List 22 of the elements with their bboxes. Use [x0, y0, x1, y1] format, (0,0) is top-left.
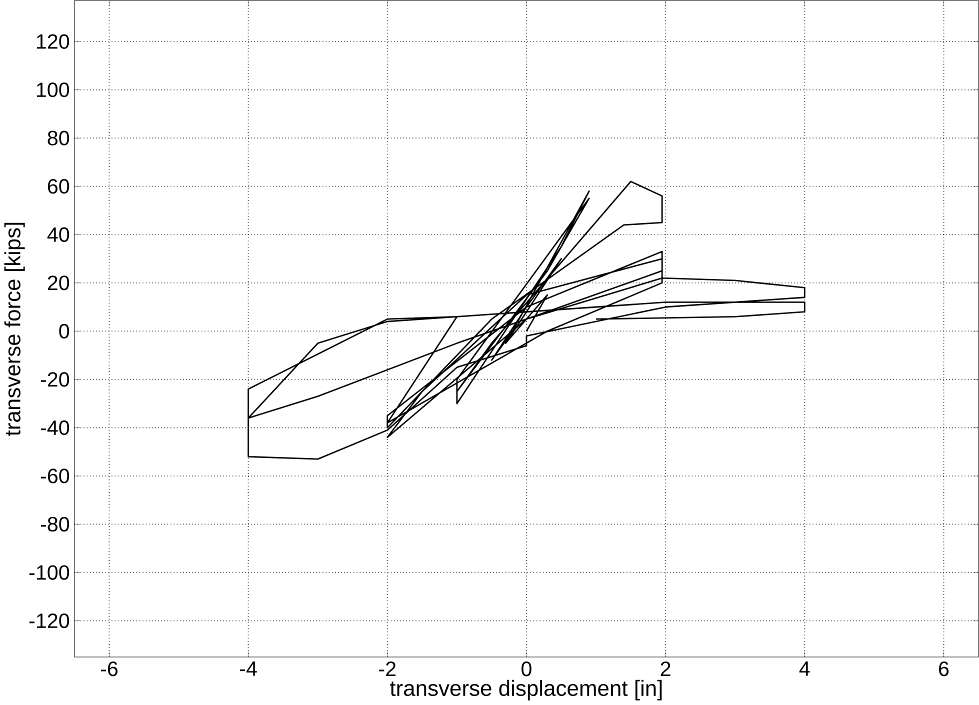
x-tick-label: 0	[522, 662, 532, 676]
y-tick-label: -40	[40, 420, 70, 436]
y-tick-label: -100	[29, 565, 70, 580]
y-tick-label: 60	[48, 179, 70, 194]
y-tick-label: 0	[59, 324, 70, 339]
y-tick-label: 40	[47, 227, 70, 242]
y-tick-label: -20	[40, 372, 70, 387]
y-tick-label: 80	[48, 130, 70, 146]
y-tick-label: 20	[48, 276, 70, 290]
x-tick-label: 6	[939, 662, 949, 676]
y-tick-label: 100	[36, 82, 70, 98]
x-tick-label: 2	[660, 662, 670, 676]
x-axis-title: transverse displacement [in]	[390, 680, 662, 701]
y-tick-label: -60	[40, 468, 70, 484]
y-axis-title: transverse force [kips]	[4, 223, 25, 436]
x-tick-label: -2	[379, 662, 396, 676]
x-tick-label: -6	[100, 662, 118, 676]
y-tick-label: -120	[29, 614, 70, 628]
x-tick-label: -4	[240, 662, 257, 676]
x-tick-label: 4	[799, 662, 810, 676]
y-tick-label: 120	[36, 34, 70, 50]
y-tick-label: -80	[40, 517, 70, 532]
